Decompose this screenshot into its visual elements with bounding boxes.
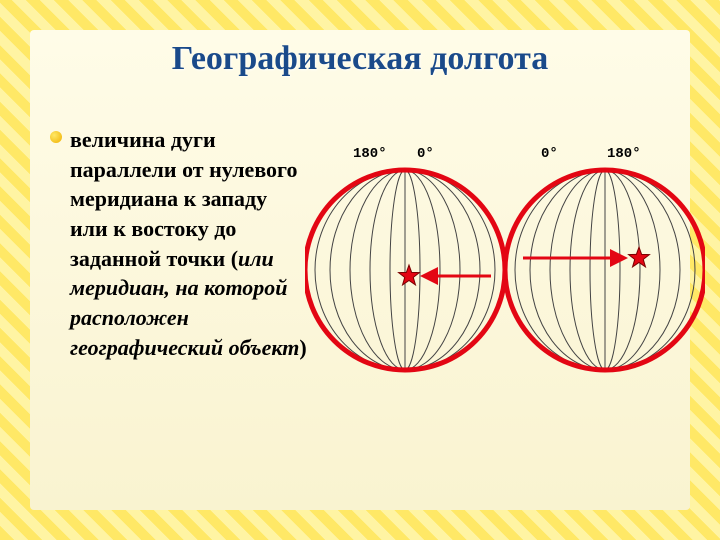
degree-label: 0°: [417, 146, 434, 162]
degree-label: 180°: [353, 146, 387, 162]
slide-panel: Географическая долгота величина дуги пар…: [30, 30, 690, 510]
diagram-svg: [305, 130, 705, 410]
slide-title: Географическая долгота: [30, 40, 690, 78]
longitude-diagram: 180° 0° 0° 180°: [305, 130, 705, 410]
body-content: величина дуги параллели от нулевого мери…: [50, 125, 310, 363]
bullet-icon: [50, 131, 62, 143]
bullet-item: величина дуги параллели от нулевого мери…: [50, 125, 310, 363]
degree-label: 0°: [541, 146, 558, 162]
degree-label: 180°: [607, 146, 641, 162]
body-text: величина дуги параллели от нулевого мери…: [70, 125, 310, 363]
